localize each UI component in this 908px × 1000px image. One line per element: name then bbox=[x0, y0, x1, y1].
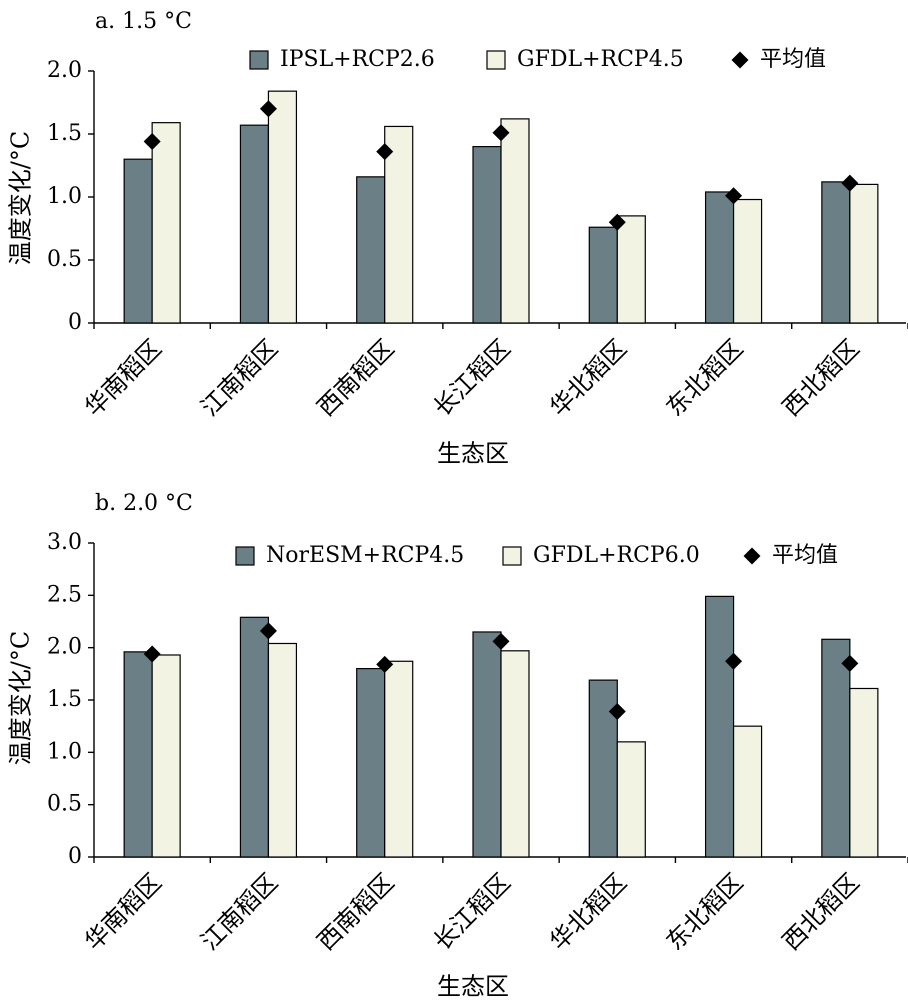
legend-item: 平均值 bbox=[743, 543, 838, 568]
legend-item: NorESM+RCP4.5 bbox=[235, 543, 464, 568]
bar-series-2 bbox=[500, 118, 530, 324]
legend: IPSL+RCP2.6 GFDL+RCP4.5 平均值 bbox=[249, 47, 826, 72]
mean-marker bbox=[725, 652, 743, 670]
mean-marker bbox=[841, 654, 859, 672]
bar-series-2 bbox=[732, 198, 763, 324]
legend-swatch-diamond bbox=[743, 547, 761, 565]
y-tick-label: 0 bbox=[68, 310, 82, 335]
legend-swatch bbox=[486, 50, 506, 70]
x-category-label: 江南稻区 bbox=[196, 868, 284, 956]
bar-series-2 bbox=[849, 687, 879, 858]
y-tick-label: 0.5 bbox=[47, 247, 82, 272]
y-axis-title: 温度变化/°C bbox=[7, 131, 35, 265]
legend-swatch bbox=[249, 50, 269, 70]
bar-series-2 bbox=[384, 660, 414, 858]
mean-marker bbox=[376, 143, 394, 161]
y-tick-label: 2.0 bbox=[47, 58, 82, 83]
x-category-label: 江南稻区 bbox=[196, 334, 284, 422]
legend-swatch bbox=[502, 546, 522, 566]
y-tick-label: 1.5 bbox=[47, 121, 82, 146]
x-category-label: 东北稻区 bbox=[661, 868, 749, 956]
bar-series-1 bbox=[588, 679, 618, 858]
bar-series-1 bbox=[704, 191, 735, 324]
y-tick-label: 0.5 bbox=[47, 792, 82, 817]
y-axis-title: 温度变化/°C bbox=[7, 631, 35, 765]
bar-series-1 bbox=[239, 616, 270, 858]
bar-series-1 bbox=[356, 176, 386, 324]
mean-marker bbox=[259, 622, 277, 640]
x-category-label: 西北稻区 bbox=[777, 868, 865, 956]
chart-title: a. 1.5 °C bbox=[95, 9, 192, 34]
mean-marker bbox=[492, 632, 510, 650]
x-axis-title: 生态区 bbox=[437, 440, 509, 468]
x-category-label: 西南稻区 bbox=[312, 334, 400, 422]
bar-series-2 bbox=[849, 183, 879, 324]
x-category-label: 华南稻区 bbox=[79, 334, 167, 422]
y-tick-label: 1.5 bbox=[47, 687, 82, 712]
bar-series-1 bbox=[821, 181, 851, 324]
legend-label: 平均值 bbox=[772, 543, 838, 568]
legend-label: GFDL+RCP6.0 bbox=[533, 543, 700, 568]
x-category-label: 西南稻区 bbox=[312, 868, 400, 956]
legend-item: GFDL+RCP6.0 bbox=[502, 543, 700, 568]
bar-series-2 bbox=[267, 642, 298, 858]
bar-series-2 bbox=[151, 654, 181, 858]
chart-panel-2: b. 2.0 °C 0 0.5 1.0 1.5 2.0 2.5 3.0 温度变化/°C 华南稻区江… bbox=[7, 491, 908, 1000]
y-tick-label: 3.0 bbox=[47, 530, 82, 555]
y-tick-label: 1.0 bbox=[47, 739, 82, 764]
mean-marker bbox=[725, 187, 743, 205]
bar-series-1 bbox=[239, 124, 270, 324]
bar-series-2 bbox=[616, 215, 646, 324]
mean-marker bbox=[143, 133, 161, 151]
bar-series-2 bbox=[616, 741, 646, 858]
mean-marker bbox=[841, 174, 859, 192]
bar-series-1 bbox=[123, 158, 153, 324]
legend-label: IPSL+RCP2.6 bbox=[280, 47, 435, 72]
bar-series-2 bbox=[732, 725, 763, 858]
mean-marker bbox=[608, 703, 626, 721]
y-tick-label: 1.0 bbox=[47, 184, 82, 209]
legend-item: GFDL+RCP4.5 bbox=[486, 47, 684, 72]
mean-marker bbox=[259, 100, 277, 118]
legend-label: GFDL+RCP4.5 bbox=[517, 47, 684, 72]
chart-title: b. 2.0 °C bbox=[95, 491, 193, 516]
chart-panel-1: a. 1.5 °C 0 0.5 1.0 1.5 2.0 温度变化/°C 华南稻区 江南稻区 西南稻… bbox=[7, 9, 908, 468]
x-category-label: 西北稻区 bbox=[777, 334, 865, 422]
bar-series-1 bbox=[704, 595, 735, 858]
legend-item: IPSL+RCP2.6 bbox=[249, 47, 435, 72]
bar-series-2 bbox=[151, 122, 181, 324]
bar-series-1 bbox=[472, 146, 502, 324]
bar-series-2 bbox=[384, 125, 414, 324]
legend-label: 平均值 bbox=[760, 47, 826, 72]
bar-series-2 bbox=[500, 650, 530, 858]
x-category-label: 华北稻区 bbox=[544, 334, 632, 422]
x-category-label: 长江稻区 bbox=[428, 868, 516, 956]
y-tick-label: 2.0 bbox=[47, 635, 82, 660]
mean-marker bbox=[376, 655, 394, 673]
x-axis-title: 生态区 bbox=[437, 973, 509, 1000]
bar-series-2 bbox=[267, 90, 298, 324]
bar-series-1 bbox=[472, 631, 502, 858]
y-tick-label: 2.5 bbox=[47, 582, 82, 607]
bar-series-1 bbox=[821, 638, 851, 858]
x-category-label: 华南稻区 bbox=[79, 868, 167, 956]
bar-series-1 bbox=[123, 651, 153, 858]
legend-swatch-diamond bbox=[731, 51, 749, 69]
legend: NorESM+RCP4.5 GFDL+RCP6.0 平均值 bbox=[235, 543, 838, 568]
bar-series-1 bbox=[588, 226, 618, 324]
mean-marker bbox=[492, 124, 510, 142]
mean-marker bbox=[608, 213, 626, 231]
x-category-label: 长江稻区 bbox=[428, 334, 516, 422]
legend-label: NorESM+RCP4.5 bbox=[266, 543, 464, 568]
y-tick-label: 0 bbox=[68, 844, 82, 869]
mean-marker bbox=[143, 645, 161, 663]
bar-series-1 bbox=[356, 667, 386, 858]
legend-item: 平均值 bbox=[731, 47, 826, 72]
legend-swatch bbox=[235, 546, 255, 566]
x-category-label: 东北稻区 bbox=[661, 334, 749, 422]
x-category-label: 华北稻区 bbox=[544, 868, 632, 956]
